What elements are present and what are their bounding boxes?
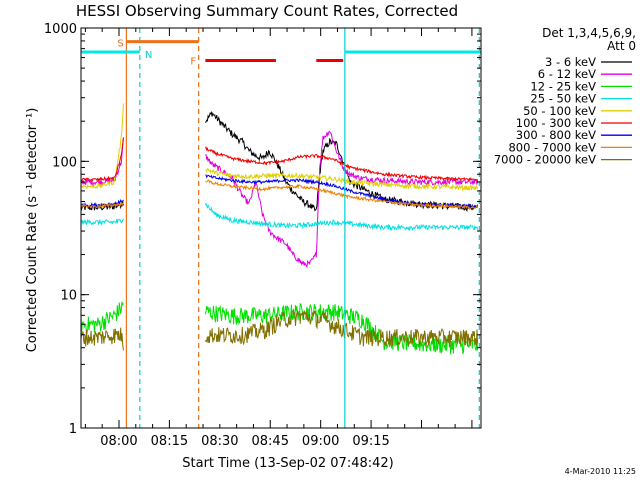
legend-label: 7000 - 20000 keV	[494, 153, 596, 167]
legend-label: 50 - 100 keV	[523, 104, 596, 118]
series-3	[80, 301, 479, 355]
series-5	[80, 103, 479, 192]
legend-label: 6 - 12 keV	[538, 67, 596, 81]
x-tick-label: 08:30	[201, 434, 238, 449]
legend-label: 25 - 50 keV	[530, 92, 596, 106]
legend-label: 100 - 300 keV	[516, 116, 596, 130]
x-tick-label: 09:15	[352, 434, 389, 449]
legend-header-line-2: Att 0	[607, 39, 636, 53]
series-2	[80, 130, 479, 269]
chart-title: HESSI Observing Summary Count Rates, Cor…	[76, 2, 458, 20]
series-line	[204, 303, 479, 355]
y-tick-label: 10	[60, 289, 77, 304]
axes: 1 10 100 1000 08:00 08:15 08:30 08:45 09:00 09:15	[44, 22, 481, 449]
series-line	[204, 202, 479, 232]
y-tick-label: 1	[69, 422, 77, 437]
y-tick-label: 1000	[44, 22, 77, 37]
x-tick-label: 08:15	[151, 434, 188, 449]
series-line	[205, 174, 479, 209]
series-9	[80, 308, 479, 351]
x-tick-label: 08:00	[100, 434, 137, 449]
series-line	[80, 327, 124, 351]
series-line	[204, 308, 479, 347]
series-line	[204, 146, 479, 182]
series-8	[81, 179, 479, 210]
series-line	[80, 103, 124, 190]
series-line	[205, 130, 479, 269]
series-6	[80, 137, 479, 182]
series-line	[205, 179, 479, 210]
legend-label: 12 - 25 keV	[530, 79, 596, 93]
x-tick-label: 08:45	[252, 434, 289, 449]
x-tick-label: 09:00	[302, 434, 339, 449]
series-line	[80, 137, 124, 182]
y-tick-label: 100	[52, 155, 77, 170]
marker-label: F	[190, 57, 196, 68]
series-line	[80, 218, 124, 227]
series-line	[204, 110, 479, 213]
marker-label: N	[145, 50, 152, 61]
legend-header-line-1: Det 1,3,4,5,6,9,	[542, 26, 636, 40]
legend-label: 300 - 800 keV	[516, 128, 596, 142]
series-line	[205, 168, 479, 192]
marker-label: S	[117, 39, 123, 50]
generation-date: 4-Mar-2010 11:25	[565, 467, 636, 476]
legend-label: 3 - 6 keV	[545, 55, 596, 69]
plot-frame	[80, 27, 482, 429]
series-line	[81, 202, 124, 209]
x-axis-label: Start Time (13-Sep-02 07:48:42)	[182, 456, 393, 471]
series-line	[80, 301, 124, 335]
series-4	[80, 202, 479, 232]
plot-area: S N F	[80, 28, 481, 428]
legend-label: 800 - 7000 keV	[508, 140, 596, 154]
y-axis-label: Corrected Count Rate (s⁻¹ detector⁻¹)	[25, 108, 40, 353]
